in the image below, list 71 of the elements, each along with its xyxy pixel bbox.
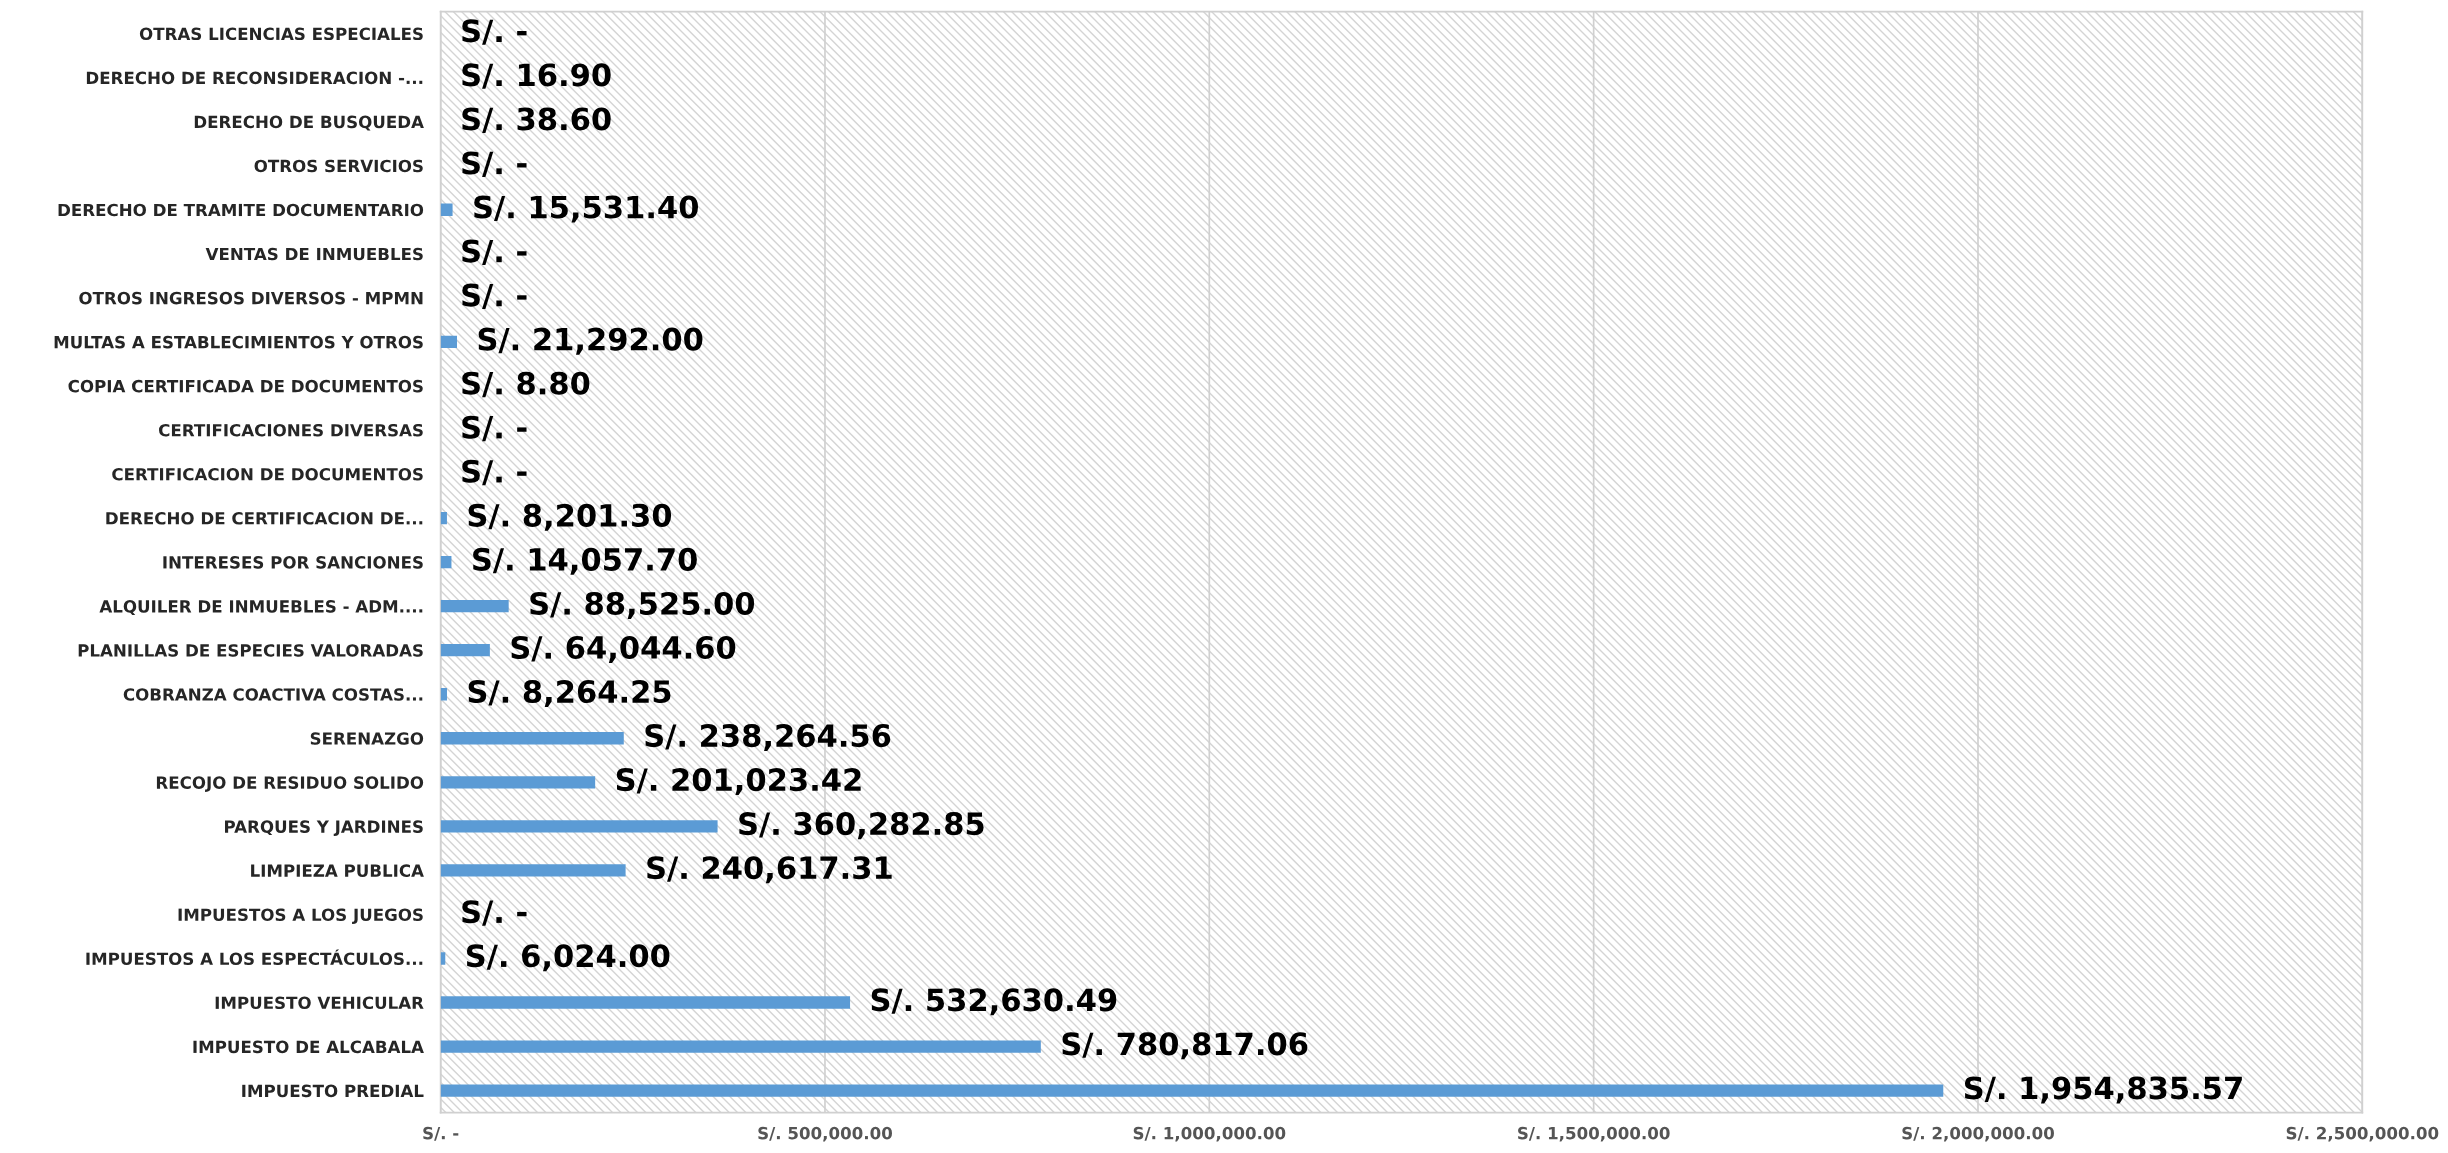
data-label: S/. 8,264.25 xyxy=(468,679,671,707)
bar xyxy=(440,599,509,613)
bar xyxy=(440,644,490,657)
y-tick-label: IMPUESTOS A LOS JUEGOS xyxy=(178,908,423,925)
y-tick-label: LIMPIEZA PUBLICA xyxy=(251,864,424,877)
bar xyxy=(440,952,446,965)
y-tick-label: PARQUES Y JARDINES xyxy=(225,820,423,837)
data-label: S/. 360,282.85 xyxy=(739,812,984,840)
bar xyxy=(440,732,624,745)
bar xyxy=(440,864,626,877)
bar xyxy=(440,996,851,1009)
bar xyxy=(440,203,453,216)
data-label: S/. 780,817.06 xyxy=(1062,1032,1308,1060)
y-tick-label: ALQUILER DE INMUEBLES - ADM.... xyxy=(99,600,423,615)
data-label: S/. 88,525.00 xyxy=(530,591,755,619)
y-tick-label: SERENAZGO xyxy=(310,732,424,745)
data-label: S/. 21,292.00 xyxy=(478,327,703,355)
data-label: S/. - xyxy=(462,459,527,486)
y-tick-label: OTROS INGRESOS DIVERSOS - MPMN xyxy=(79,291,423,305)
y-tick-label: COPIA CERTIFICADA DE DOCUMENTOS xyxy=(68,379,423,393)
y-tick-label: DERECHO DE RECONSIDERACION -... xyxy=(86,71,423,85)
y-tick-label: IMPUESTO PREDIAL xyxy=(242,1084,424,1098)
y-tick-label: INTERESES POR SANCIONES xyxy=(163,556,423,569)
data-label: S/. - xyxy=(462,239,527,266)
y-tick-label: COBRANZA COACTIVA COSTAS... xyxy=(123,688,423,701)
data-label: S/. - xyxy=(462,415,527,442)
bar xyxy=(440,688,447,701)
y-tick-label: OTRAS LICENCIAS ESPECIALES xyxy=(139,27,423,41)
bar xyxy=(440,820,718,833)
data-label: S/. 14,057.70 xyxy=(473,547,697,575)
x-tick-label: S/. 500,000.00 xyxy=(758,1126,893,1142)
data-label: S/. 64,044.60 xyxy=(511,635,736,663)
data-label: S/. 38.60 xyxy=(462,107,611,133)
bar xyxy=(440,1040,1041,1053)
y-tick-label: OTROS SERVICIOS xyxy=(254,159,423,173)
bar xyxy=(440,335,458,349)
x-tick-label: S/. 2,500,000.00 xyxy=(2286,1126,2439,1142)
y-tick-label: VENTAS DE INMUEBLES xyxy=(205,247,423,261)
data-label: S/. 1,954,835.57 xyxy=(1964,1076,2242,1104)
data-label: S/. 201,023.42 xyxy=(616,768,861,796)
y-tick-label: DERECHO DE TRAMITE DOCUMENTARIO xyxy=(58,203,424,217)
x-tick-label: S/. 1,000,000.00 xyxy=(1133,1126,1286,1142)
data-label: S/. 8.80 xyxy=(462,371,590,398)
y-tick-label: MULTAS A ESTABLECIMIENTOS Y OTROS xyxy=(54,335,423,349)
y-tick-label: IMPUESTO DE ALCABALA xyxy=(193,1040,424,1054)
data-label: S/. - xyxy=(462,19,527,45)
x-tick-label: S/. 1,500,000.00 xyxy=(1518,1126,1670,1142)
bar xyxy=(440,1084,1944,1097)
bar xyxy=(440,555,452,569)
data-label: S/. - xyxy=(462,283,527,310)
data-label: S/. 16.90 xyxy=(462,63,611,89)
data-label: S/. - xyxy=(462,900,527,926)
data-label: S/. 6,024.00 xyxy=(466,944,670,972)
y-tick-label: PLANILLAS DE ESPECIES VALORADAS xyxy=(78,644,423,657)
y-tick-label: DERECHO DE BUSQUEDA xyxy=(194,115,424,131)
y-tick-label: IMPUESTOS A LOS ESPECTÁCULOS... xyxy=(86,949,423,966)
y-tick-label: CERTIFICACION DE DOCUMENTOS xyxy=(112,467,423,481)
y-tick-label: CERTIFICACIONES DIVERSAS xyxy=(159,423,423,437)
data-label: S/. 240,617.31 xyxy=(647,856,892,884)
x-tick-label: S/. 2,000,000.00 xyxy=(1902,1126,2054,1142)
data-label: S/. 8,201.30 xyxy=(468,503,672,531)
bar xyxy=(440,776,596,789)
bar xyxy=(440,511,447,525)
data-label: S/. - xyxy=(462,151,527,177)
y-tick-label: RECOJO DE RESIDUO SOLIDO xyxy=(156,776,424,792)
data-label: S/. 532,630.49 xyxy=(871,988,1117,1016)
y-tick-label: DERECHO DE CERTIFICACION DE... xyxy=(106,512,423,525)
x-tick-label: S/. - xyxy=(423,1126,459,1141)
data-label: S/. 15,531.40 xyxy=(474,195,699,223)
y-tick-label: IMPUESTO VEHICULAR xyxy=(215,996,424,1010)
data-label: S/. 238,264.56 xyxy=(645,724,891,752)
